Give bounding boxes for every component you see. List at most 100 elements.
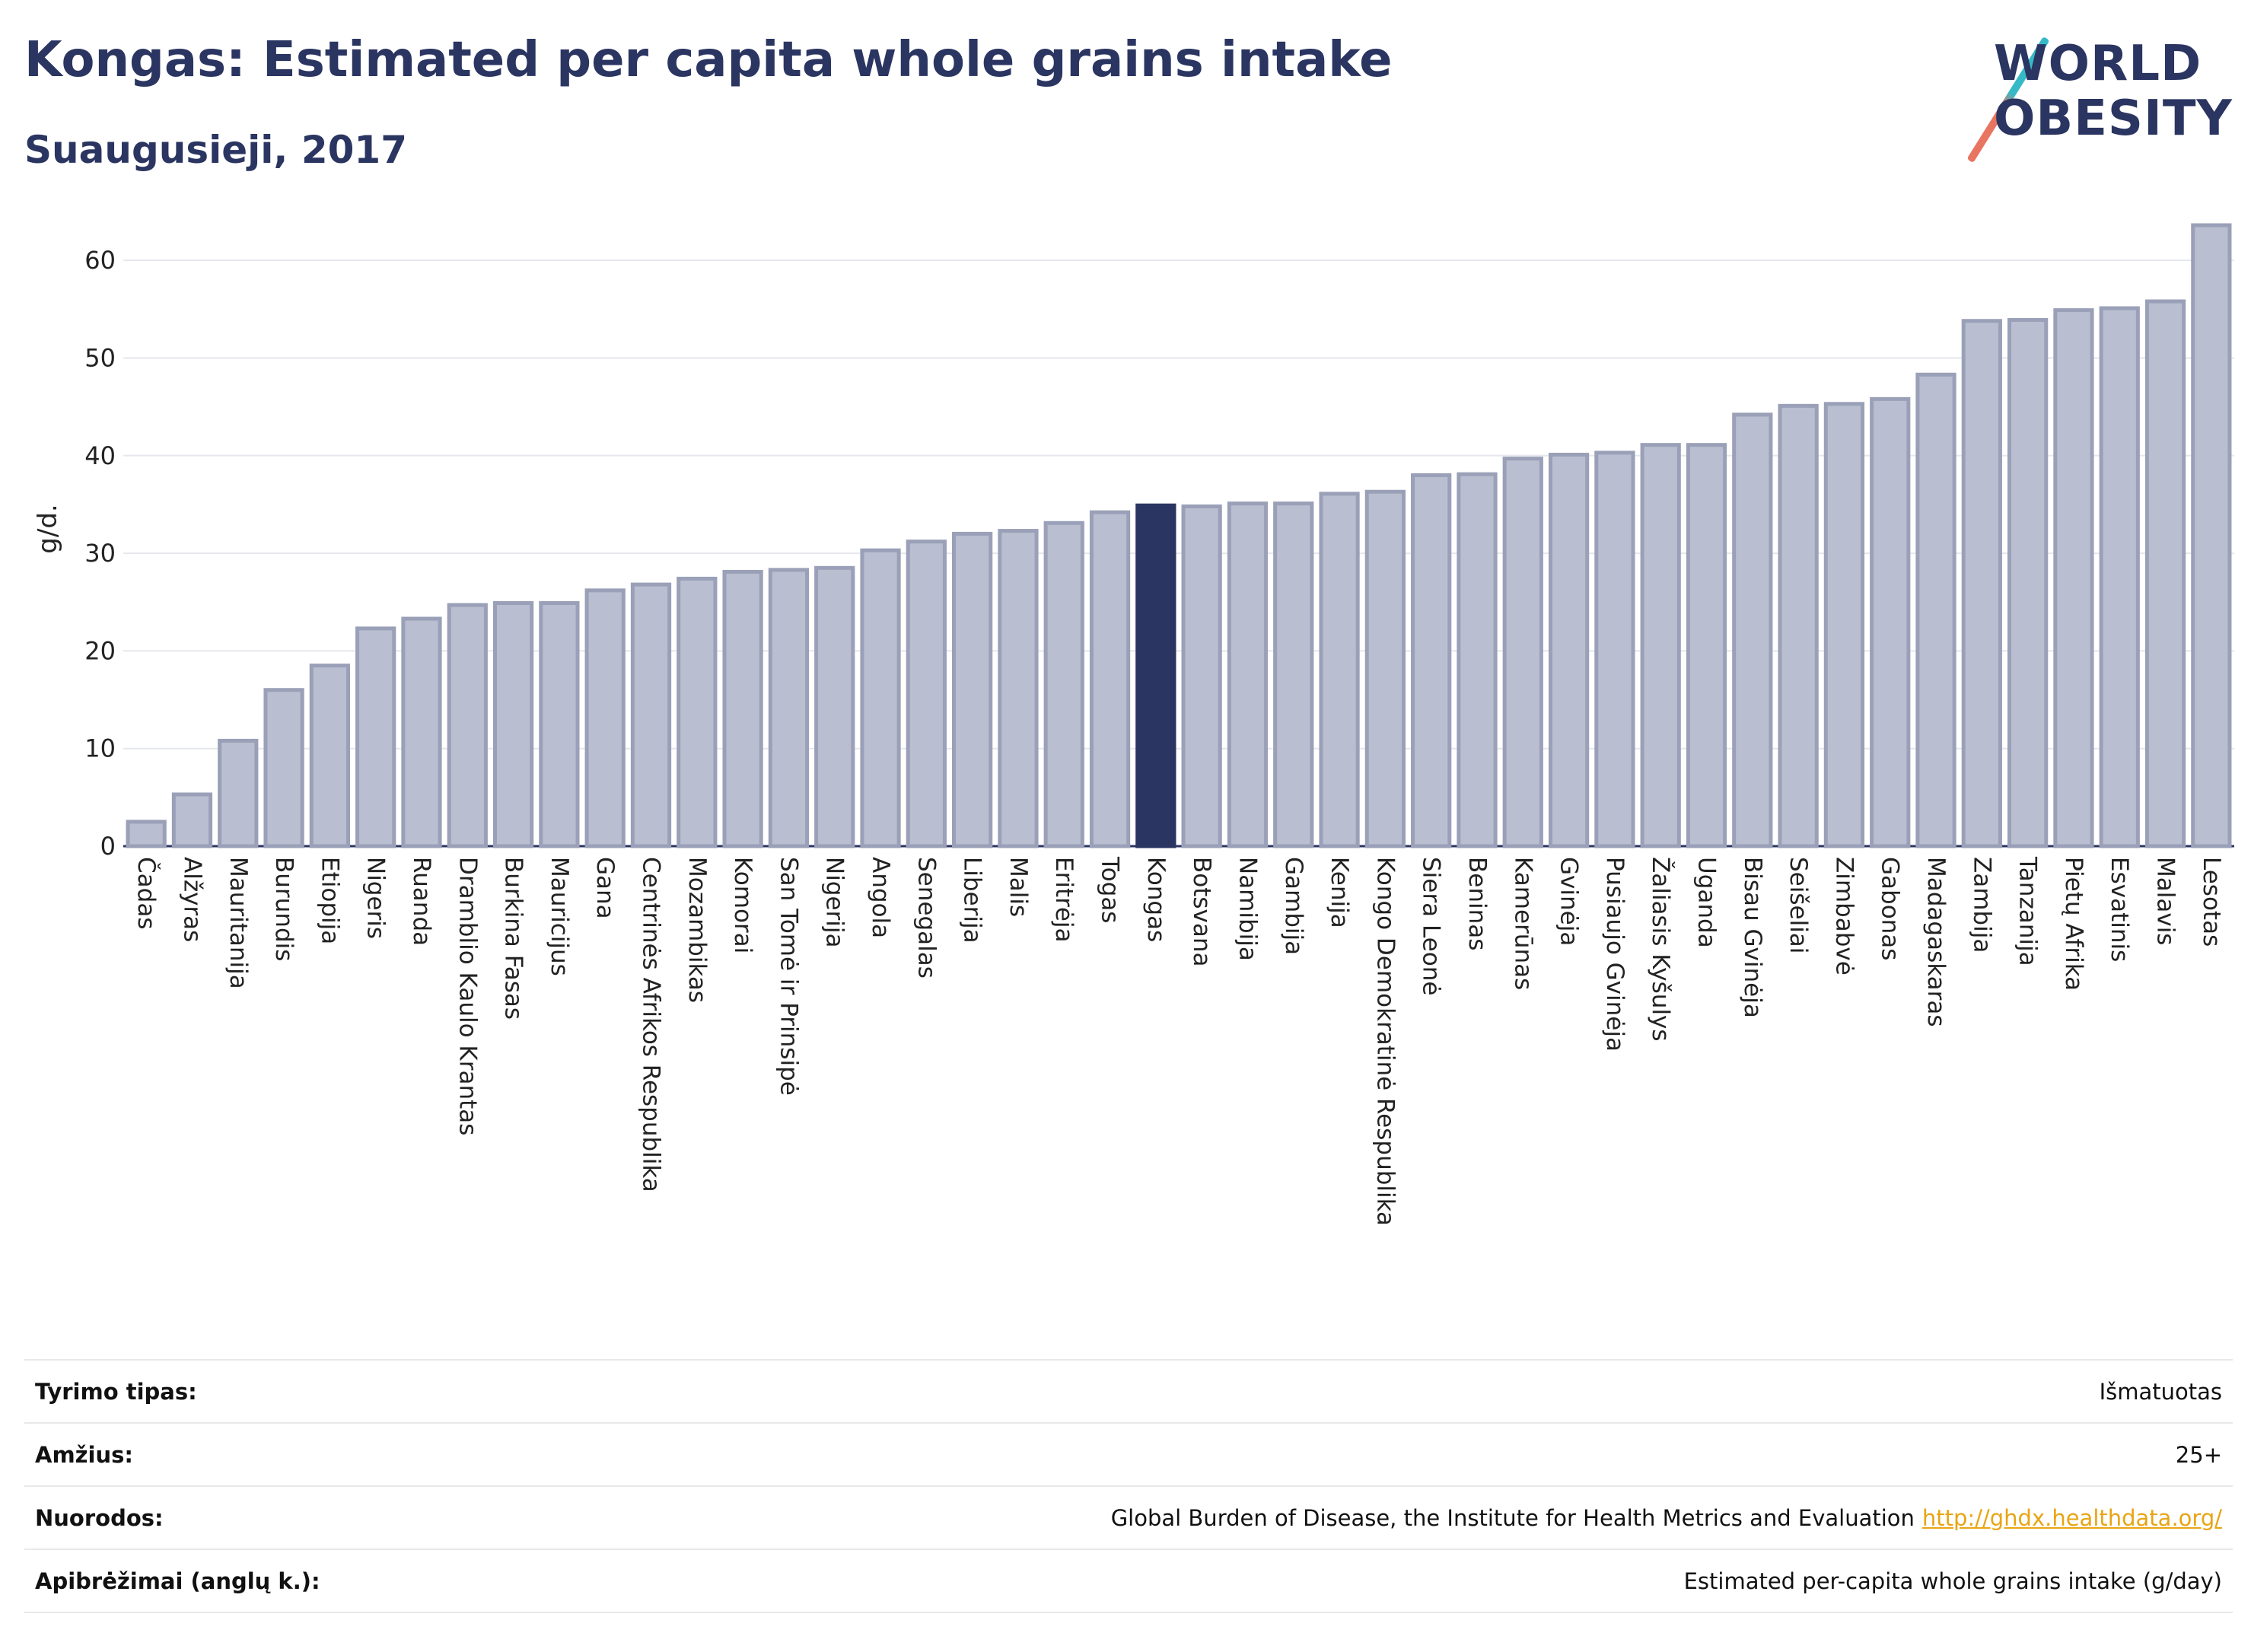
info-value-group: Global Burden of Disease, the Institute … — [1111, 1505, 2222, 1531]
info-row-age: Amžius: 25+ — [24, 1424, 2233, 1487]
x-tick-label: Madagaskaras — [1922, 857, 1950, 1027]
y-tick-label: 40 — [84, 441, 116, 470]
x-tick-label: Gabonas — [1877, 857, 1904, 960]
x-tick-label: Burundis — [270, 857, 298, 961]
x-tick-label: Mozambikas — [683, 857, 711, 1003]
bar-chart: 0 10 20 30 40 50 60 Čadas Alžyras Mauritanija Bur… — [33, 223, 2234, 1226]
y-tick-label: 0 — [100, 832, 116, 861]
bar — [1778, 403, 1819, 848]
info-row-survey-type: Tyrimo tipas: Išmatuotas — [24, 1361, 2233, 1424]
bar — [814, 565, 855, 848]
bar — [263, 688, 304, 848]
bar — [1915, 372, 1956, 848]
bar — [218, 738, 259, 848]
x-tick-label: Malis — [1005, 857, 1032, 917]
x-tick-label: Esvatinis — [2106, 857, 2133, 962]
bar — [1181, 504, 1222, 848]
x-tick-label: Ruanda — [408, 857, 435, 946]
y-tick-label: 10 — [84, 734, 116, 763]
x-tick-label: Namibija — [1234, 857, 1261, 961]
bar — [1411, 473, 1452, 848]
y-tick-label: 20 — [84, 636, 116, 665]
world-obesity-logo: WORLD OBESITY — [1966, 33, 2237, 164]
reference-link[interactable]: http://ghdx.healthdata.org/ — [1921, 1504, 2222, 1531]
x-tick-label: Žaliasis Kyšulys — [1647, 857, 1674, 1042]
bar — [1823, 402, 1865, 848]
y-tick-label: 60 — [84, 246, 116, 275]
x-tick-label: Gana — [591, 857, 619, 919]
x-tick-label: Liberija — [959, 857, 986, 944]
x-tick-label: Kamerūnas — [1509, 857, 1536, 990]
x-tick-label: Nigerija — [821, 857, 849, 948]
bar — [630, 582, 672, 848]
bar — [952, 531, 993, 848]
x-tick-label: Nigeris — [362, 857, 390, 939]
y-axis-title: g/d. — [33, 504, 63, 553]
x-tick-label: Zambija — [1968, 857, 1995, 953]
bar — [906, 540, 947, 848]
bar — [2053, 308, 2094, 848]
bar — [2144, 299, 2186, 848]
bar — [1089, 510, 1131, 848]
bar — [401, 616, 442, 848]
info-value: Global Burden of Disease, the Institute … — [1110, 1504, 1915, 1531]
bar — [860, 548, 901, 848]
x-tick-label: Tanzanija — [2014, 856, 2042, 966]
bar — [1640, 443, 1681, 848]
bar — [584, 588, 626, 848]
x-tick-label: Kongo Demokratinė Respublika — [1371, 857, 1399, 1226]
x-tick-label: Lesotas — [2198, 857, 2225, 947]
bar — [492, 601, 534, 848]
bar — [1273, 501, 1314, 848]
x-tick-label: Mauricijus — [546, 857, 573, 976]
bar — [1502, 457, 1543, 848]
x-tick-label: Etiopija — [316, 857, 343, 944]
x-tick-label: Bisau Gvinėja — [1739, 857, 1766, 1018]
x-tick-label: Zimbabvė — [1830, 857, 1858, 976]
x-tick-label: Seišeliai — [1785, 857, 1812, 953]
bar — [1732, 412, 1773, 848]
bar — [1594, 450, 1635, 848]
bar — [355, 626, 396, 848]
bar-highlighted — [1135, 503, 1176, 848]
info-key: Apibrėžimai (anglų k.): — [35, 1568, 320, 1594]
x-tick-label: Mauritanija — [224, 857, 252, 989]
x-tick-label: Alžyras — [178, 857, 205, 942]
page-title: Kongas: Estimated per capita whole grain… — [24, 32, 1393, 88]
bar — [2007, 317, 2049, 848]
x-tick-label: Uganda — [1693, 857, 1721, 948]
x-tick-label: Eritrėja — [1050, 857, 1078, 943]
info-key: Amžius: — [35, 1441, 133, 1468]
bar — [1961, 319, 2002, 848]
x-tick-label: Angola — [867, 857, 894, 938]
bar — [722, 569, 763, 848]
bar — [126, 820, 167, 848]
bar — [1227, 501, 1269, 848]
x-tick-label: Centrinės Afrikos Respublika — [638, 857, 665, 1192]
x-tick-label: Gambija — [1280, 857, 1307, 955]
x-tick-label: Burkina Fasas — [500, 857, 527, 1020]
bar — [2099, 306, 2140, 848]
x-tick-label: Dramblio Kaulo Krantas — [454, 857, 481, 1135]
bar — [1364, 489, 1406, 848]
x-tick-label: Siera Leonė — [1418, 857, 1445, 995]
x-tick-label: Togas — [1097, 856, 1124, 923]
bar — [1043, 520, 1084, 848]
x-tick-label: Kenija — [1326, 857, 1353, 928]
logo-text-line2: OBESITY — [1994, 91, 2233, 147]
bar — [1319, 492, 1360, 848]
bar — [768, 568, 810, 848]
info-key: Nuorodos: — [35, 1504, 164, 1531]
info-row-definitions: Apibrėžimai (anglų k.): Estimated per-ca… — [24, 1550, 2233, 1613]
x-tick-label: Pusiaujo Gvinėja — [1601, 857, 1629, 1052]
info-value: 25+ — [2175, 1441, 2222, 1468]
logo-text-line1: WORLD — [1994, 36, 2202, 92]
x-tick-label: Komorai — [729, 857, 756, 953]
bar — [1548, 452, 1590, 848]
x-tick-label: Pietų Afrika — [2060, 857, 2087, 991]
x-tick-label: Malavis — [2152, 857, 2179, 945]
x-tick-label: San Tomė ir Prinsipė — [775, 857, 802, 1096]
info-value: Išmatuotas — [2099, 1378, 2222, 1405]
bar — [171, 792, 213, 848]
bar — [998, 529, 1039, 848]
